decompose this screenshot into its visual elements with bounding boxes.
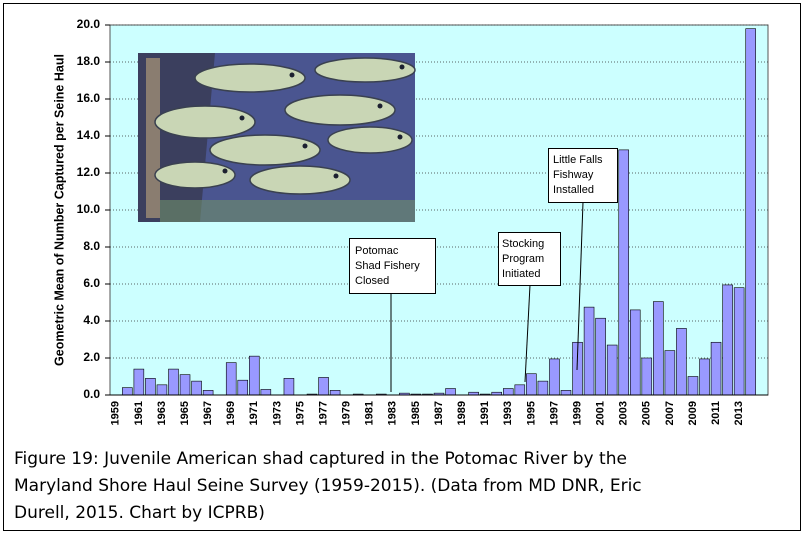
- x-tick-label: 2007: [664, 401, 676, 425]
- bar: [514, 384, 526, 396]
- x-tick-label: 1993: [502, 401, 514, 425]
- x-tick-label: 1983: [387, 401, 399, 425]
- x-tick-label: 1965: [179, 401, 191, 425]
- annotation-text: Closed: [355, 275, 389, 287]
- bar: [202, 390, 214, 396]
- bar: [237, 379, 249, 396]
- x-tick-label: 2003: [618, 401, 630, 425]
- fish-picture: [138, 53, 416, 222]
- bar: [260, 389, 272, 396]
- y-tick-label: 10.0: [77, 202, 101, 216]
- x-tick-label: 1959: [110, 401, 122, 425]
- y-tick-label: 6.0: [83, 276, 100, 290]
- x-tick-label: 1967: [202, 401, 214, 425]
- annotation-text: Program: [502, 253, 544, 265]
- bar: [283, 378, 295, 396]
- bar: [653, 301, 664, 396]
- x-tick-label: 2005: [641, 401, 653, 425]
- y-tick-label: 2.0: [83, 350, 100, 364]
- bar: [179, 374, 191, 396]
- bar: [549, 358, 560, 396]
- bar: [629, 309, 641, 396]
- x-tick-label: 1987: [433, 401, 445, 425]
- x-tick-label: 1997: [548, 401, 560, 425]
- bar: [583, 306, 595, 396]
- bar: [191, 380, 202, 396]
- y-tick-label: 16.0: [77, 91, 101, 105]
- y-tick-label: 8.0: [83, 239, 100, 253]
- bar: [249, 355, 260, 396]
- x-tick-label: 1995: [525, 401, 537, 425]
- x-tick-label: 1969: [225, 401, 237, 425]
- bar: [618, 149, 629, 396]
- annotation-text: Fishway: [553, 169, 594, 181]
- x-tick-label: 1985: [410, 401, 422, 425]
- bar: [168, 368, 179, 396]
- y-tick-label: 0.0: [83, 387, 100, 401]
- annotation-text: Potomac: [355, 245, 399, 257]
- bar: [722, 284, 733, 396]
- y-tick-label: 18.0: [77, 54, 101, 68]
- y-tick-label: 12.0: [77, 165, 101, 179]
- x-tick-label: 1989: [456, 401, 468, 425]
- bar: [537, 380, 549, 396]
- caption-line: Maryland Shore Haul Seine Survey (1959-2…: [14, 476, 642, 496]
- y-tick-label: 4.0: [83, 313, 100, 327]
- bar: [676, 328, 687, 396]
- x-tick-label: 2009: [687, 401, 699, 425]
- bar: [745, 28, 756, 396]
- x-tick-label: 1999: [571, 401, 583, 425]
- x-tick-label: 1979: [341, 401, 353, 425]
- bar: [445, 388, 456, 396]
- bar: [699, 358, 710, 396]
- bar: [133, 368, 145, 396]
- x-tick-label: 1991: [479, 401, 491, 425]
- bar: [687, 376, 699, 396]
- annotation: Little Falls Fishway Installed: [548, 148, 618, 371]
- annotation-text: Installed: [553, 184, 594, 196]
- x-tick-label: 1981: [364, 401, 376, 425]
- annotation: Stocking Program Initiated: [498, 232, 561, 383]
- bar: [595, 317, 606, 396]
- bar: [122, 387, 133, 396]
- bar: [145, 378, 156, 396]
- x-tick-label: 1975: [294, 401, 306, 425]
- x-tick-label: 2001: [595, 401, 607, 425]
- x-tick-label: 2011: [710, 401, 722, 425]
- x-tick-label: 1963: [156, 401, 168, 425]
- bar: [329, 390, 341, 396]
- bar: [606, 344, 618, 396]
- bar: [318, 377, 329, 396]
- bar: [733, 287, 745, 396]
- caption-line: Durell, 2015. Chart by ICPRB): [14, 503, 265, 523]
- y-tick-label: 14.0: [77, 128, 101, 142]
- x-tick-label: 2013: [733, 401, 745, 425]
- annotation-text: Stocking: [502, 238, 544, 250]
- annotation-text: Initiated: [502, 268, 541, 280]
- x-tick-label: 1971: [248, 401, 260, 425]
- bar: [664, 350, 676, 396]
- bars: [122, 28, 756, 396]
- bar: [156, 384, 168, 396]
- annotation-text: Shad Fishery: [355, 260, 420, 272]
- caption-line: Figure 19: Juvenile American shad captur…: [14, 449, 627, 469]
- y-axis-label: Geometric Mean of Number Captured per Se…: [52, 54, 66, 366]
- bar: [225, 362, 237, 396]
- annotation: Potomac Shad Fishery Closed: [349, 238, 436, 392]
- annotation-text: Little Falls: [553, 154, 603, 166]
- bar: [560, 390, 572, 396]
- bar: [641, 357, 653, 396]
- bar: [710, 341, 722, 396]
- bar: [502, 388, 514, 396]
- x-tick-label: 1977: [317, 401, 329, 425]
- x-tick-label: 1973: [271, 401, 283, 425]
- y-tick-label: 20.0: [77, 17, 101, 31]
- bar: [526, 373, 537, 396]
- x-tick-label: 1961: [133, 401, 145, 425]
